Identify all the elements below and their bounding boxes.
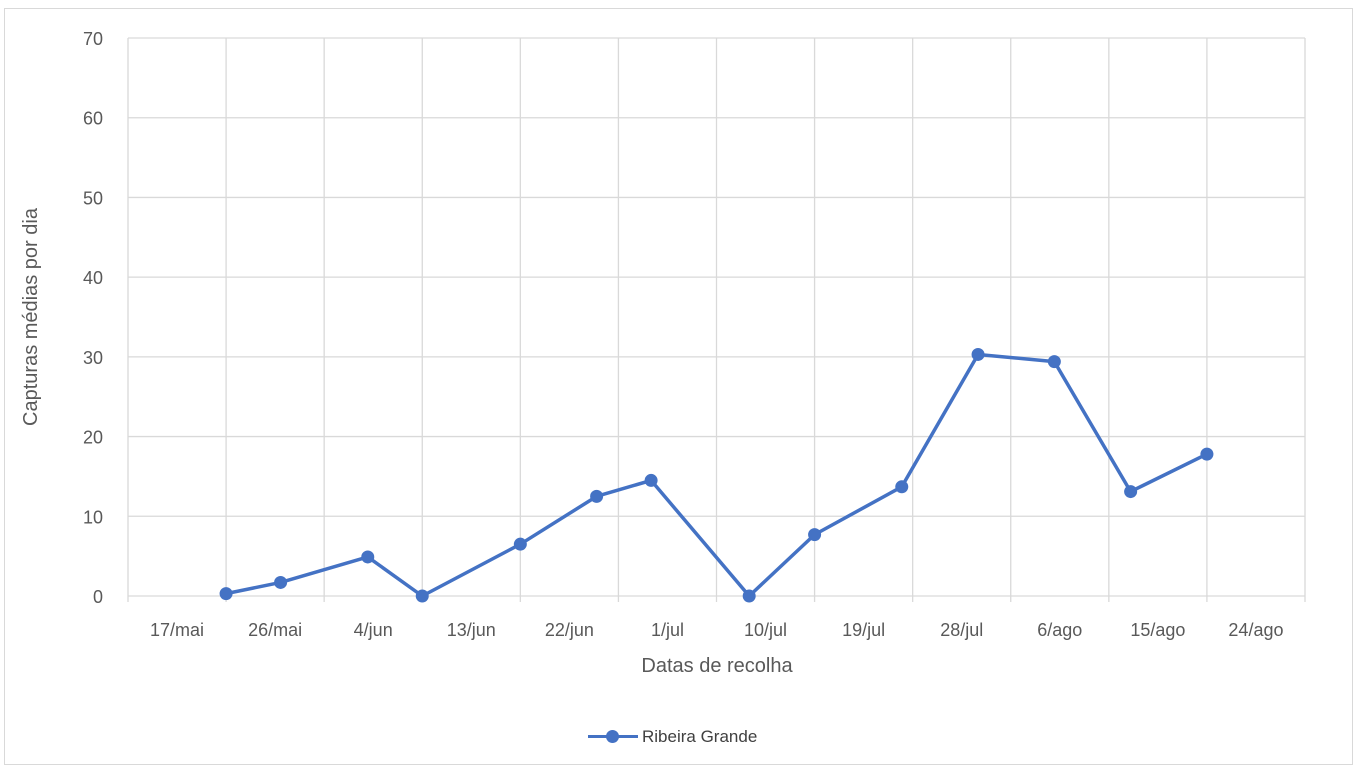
- x-tick-label: 6/ago: [1037, 620, 1082, 640]
- series-ribeira-grande: [219, 347, 1214, 603]
- x-tick-label: 1/jul: [651, 620, 684, 640]
- data-point: [513, 537, 527, 551]
- data-point: [274, 575, 288, 589]
- x-tick-label: 19/jul: [842, 620, 885, 640]
- x-tick-label: 26/mai: [248, 620, 302, 640]
- data-point: [808, 528, 822, 542]
- gridlines: [127, 37, 1306, 602]
- x-tick-label: 22/jun: [545, 620, 594, 640]
- data-point: [644, 473, 658, 487]
- series-line: [225, 352, 1208, 598]
- x-tick-label: 4/jun: [354, 620, 393, 640]
- x-tick-label: 17/mai: [150, 620, 204, 640]
- y-tick-label: 20: [83, 428, 103, 448]
- data-point: [1124, 485, 1138, 499]
- y-tick-label: 50: [83, 188, 103, 208]
- x-tick-label: 28/jul: [940, 620, 983, 640]
- data-point: [590, 489, 604, 503]
- legend-line-marker-icon: [588, 726, 638, 748]
- data-point: [361, 550, 375, 564]
- data-point: [219, 587, 233, 601]
- data-point: [1047, 355, 1061, 369]
- data-point: [895, 480, 909, 494]
- data-point: [971, 347, 985, 361]
- x-axis-title: Datas de recolha: [641, 655, 793, 677]
- y-tick-label: 0: [93, 587, 103, 607]
- y-tick-label: 70: [83, 29, 103, 49]
- y-axis-ticks: 0 10 20 30 40 50 60 70: [83, 29, 103, 607]
- y-tick-label: 60: [83, 109, 103, 129]
- y-tick-label: 40: [83, 268, 103, 288]
- x-tick-label: 24/ago: [1228, 620, 1283, 640]
- x-axis-ticks: 17/mai 26/mai 4/jun 13/jun 22/jun 1/jul 10/jul…: [150, 620, 1283, 640]
- data-point: [415, 589, 429, 603]
- legend: Ribeira Grande: [588, 726, 757, 748]
- x-tick-label: 10/jul: [744, 620, 787, 640]
- data-point: [1200, 447, 1214, 461]
- y-tick-label: 30: [83, 348, 103, 368]
- data-point: [742, 589, 756, 603]
- chart-frame: [4, 8, 1353, 765]
- x-tick-label: 15/ago: [1130, 620, 1185, 640]
- y-tick-label: 10: [83, 507, 103, 527]
- x-tick-label: 13/jun: [447, 620, 496, 640]
- legend-label: Ribeira Grande: [642, 727, 758, 746]
- y-axis-title: Capturas médias por dia: [20, 207, 42, 426]
